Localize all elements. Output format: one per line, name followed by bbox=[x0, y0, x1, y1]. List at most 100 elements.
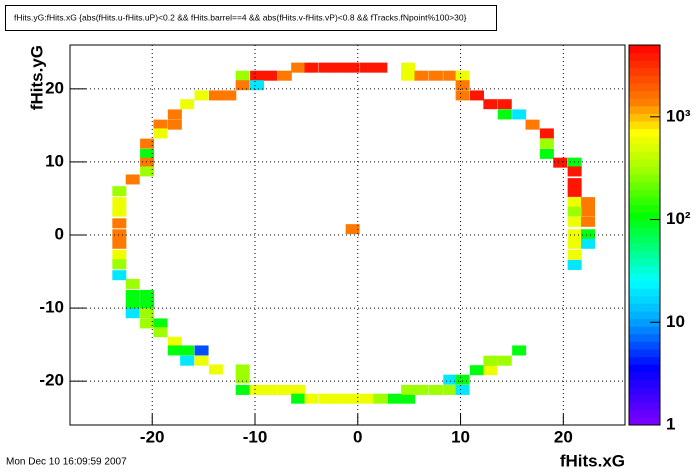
y-tick-label: 0 bbox=[55, 224, 64, 243]
cell bbox=[497, 355, 512, 366]
palette-swatch bbox=[629, 181, 660, 190]
palette-swatch bbox=[629, 45, 660, 54]
cell bbox=[194, 345, 209, 356]
palette-swatch bbox=[629, 379, 660, 388]
cell bbox=[112, 229, 127, 240]
cell bbox=[360, 62, 375, 73]
cell bbox=[277, 70, 292, 81]
cell bbox=[470, 90, 484, 101]
palette-swatch bbox=[629, 265, 660, 274]
cell bbox=[263, 70, 278, 81]
palette-swatch bbox=[629, 151, 660, 160]
cell bbox=[332, 62, 347, 73]
cell bbox=[235, 373, 250, 384]
palette-swatch bbox=[629, 250, 660, 259]
palette-swatch bbox=[629, 394, 660, 403]
palette-swatch bbox=[629, 105, 660, 114]
y-tick-label: 10 bbox=[45, 151, 64, 170]
cell bbox=[112, 249, 127, 260]
cell bbox=[567, 249, 582, 260]
palette-swatch bbox=[629, 121, 660, 130]
cell bbox=[140, 289, 155, 300]
palette-swatch bbox=[629, 257, 660, 266]
cell bbox=[455, 384, 470, 395]
cell bbox=[304, 393, 319, 404]
cell bbox=[153, 327, 168, 338]
z-tick-label: 10 bbox=[666, 312, 685, 331]
cell bbox=[567, 238, 582, 249]
palette-swatch bbox=[629, 409, 660, 418]
cell bbox=[539, 128, 554, 139]
cell bbox=[167, 345, 182, 356]
cell bbox=[443, 374, 458, 385]
cell bbox=[153, 119, 168, 130]
cell bbox=[428, 384, 443, 395]
cell bbox=[180, 345, 195, 356]
palette-swatch bbox=[629, 318, 660, 327]
palette-swatch bbox=[629, 356, 660, 365]
cell bbox=[581, 229, 595, 240]
cell bbox=[581, 238, 595, 249]
cell bbox=[125, 299, 140, 310]
cell bbox=[180, 355, 195, 366]
palette-swatch bbox=[629, 288, 660, 297]
palette-swatch bbox=[629, 204, 660, 213]
palette-swatch bbox=[629, 273, 660, 282]
palette-swatch bbox=[629, 235, 660, 244]
cell bbox=[222, 90, 237, 101]
palette-swatch bbox=[629, 75, 660, 84]
palette-swatch bbox=[629, 371, 660, 380]
timestamp: Mon Dec 10 16:09:59 2007 bbox=[6, 457, 127, 468]
palette-swatch bbox=[629, 326, 660, 335]
x-tick-label: 0 bbox=[353, 427, 362, 446]
cell bbox=[194, 355, 209, 366]
cell bbox=[401, 393, 416, 404]
palette-swatch bbox=[629, 242, 660, 251]
cell bbox=[443, 384, 458, 395]
cell bbox=[263, 384, 278, 395]
chart-title: fHits.yG:fHits.xG {abs(fHits.u-fHits.uP)… bbox=[14, 12, 467, 22]
cell bbox=[277, 384, 292, 395]
title-box bbox=[5, 5, 497, 31]
cell bbox=[455, 80, 470, 91]
cell bbox=[112, 197, 127, 208]
cell bbox=[235, 364, 250, 375]
cell bbox=[497, 99, 512, 110]
cell bbox=[140, 318, 155, 329]
z-tick-label: 10² bbox=[666, 209, 691, 228]
cell bbox=[567, 197, 582, 208]
cell bbox=[525, 119, 540, 130]
cell bbox=[167, 119, 182, 130]
cell bbox=[512, 345, 527, 356]
cell bbox=[332, 393, 347, 404]
cell bbox=[235, 70, 250, 81]
x-tick-label: 20 bbox=[554, 427, 573, 446]
palette-swatch bbox=[629, 136, 660, 145]
x-tick-label: -10 bbox=[243, 427, 268, 446]
cell bbox=[345, 62, 360, 73]
palette-swatch bbox=[629, 295, 660, 304]
y-tick-label: 20 bbox=[45, 78, 64, 97]
cell bbox=[208, 364, 223, 375]
cell bbox=[180, 99, 195, 110]
palette-swatch bbox=[629, 90, 660, 99]
palette-swatch bbox=[629, 280, 660, 289]
cell bbox=[208, 90, 223, 101]
y-tick-label: -20 bbox=[39, 371, 64, 390]
cell bbox=[443, 70, 458, 81]
cell bbox=[567, 206, 582, 217]
cell bbox=[167, 109, 182, 120]
palette-swatch bbox=[629, 197, 660, 206]
cell bbox=[567, 229, 582, 240]
cell bbox=[153, 128, 168, 139]
cell bbox=[483, 99, 498, 110]
cell bbox=[539, 138, 554, 149]
cell bbox=[470, 365, 484, 376]
cell bbox=[235, 384, 250, 395]
y-tick-label: -10 bbox=[39, 298, 64, 317]
cell bbox=[112, 238, 127, 249]
palette-swatch bbox=[629, 189, 660, 198]
cell bbox=[401, 70, 416, 81]
